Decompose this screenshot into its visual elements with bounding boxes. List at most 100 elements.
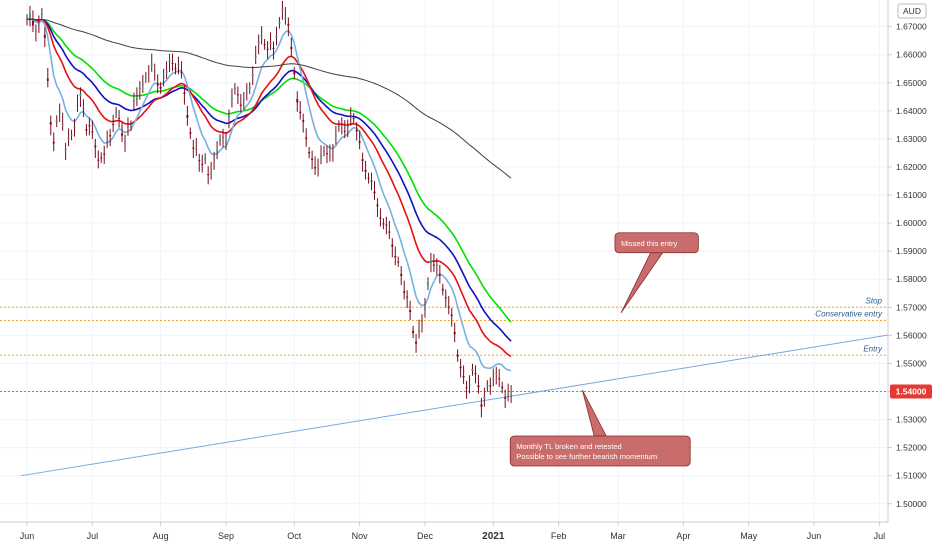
candle-body	[31, 21, 34, 26]
candle-body	[331, 150, 334, 152]
candle-body	[293, 72, 296, 75]
candle-body	[121, 133, 124, 136]
candle-body	[423, 307, 426, 310]
candle-body	[340, 125, 343, 127]
candle-body	[224, 142, 227, 144]
candle-body	[144, 77, 147, 79]
candle-body	[376, 204, 379, 207]
candle-body	[76, 105, 79, 107]
price-axis[interactable]: 1.50000 1.51000 1.52000 1.53000 1.54000 1.550…	[887, 0, 932, 550]
candle-body	[456, 354, 459, 357]
candle-body	[441, 288, 444, 291]
candle-body	[450, 314, 453, 317]
ma-line	[26, 18, 512, 323]
candle-body	[204, 158, 207, 160]
time-tick-label: Sep	[218, 531, 234, 541]
candle-body	[364, 170, 367, 172]
annotation-box	[509, 435, 691, 467]
time-tick-label: Apr	[676, 531, 690, 541]
price-tick-label: 1.62000	[896, 162, 927, 172]
candle-body	[492, 379, 495, 381]
candle-body	[219, 139, 222, 141]
candle-body	[49, 122, 52, 125]
ma-line	[26, 18, 512, 358]
candle-body	[385, 224, 388, 226]
candle-body	[337, 125, 340, 127]
price-tick-label: 1.61000	[896, 190, 927, 200]
candle-body	[468, 384, 471, 386]
candle-body	[64, 149, 67, 151]
candle-body	[162, 76, 165, 78]
candle-body	[43, 34, 46, 38]
candle-body	[236, 94, 239, 96]
candle-body	[278, 22, 281, 24]
current-price-label: 1.54000	[896, 387, 927, 397]
candle-body	[290, 46, 293, 50]
candle-body	[486, 385, 489, 387]
annotation-box	[614, 232, 699, 254]
candle-body	[171, 62, 174, 64]
candle-body	[213, 158, 216, 160]
candle-body	[426, 282, 429, 286]
candle-body	[388, 231, 391, 233]
time-tick-label: May	[740, 531, 758, 541]
price-axis-bg	[888, 0, 932, 550]
candle-body	[421, 320, 424, 322]
candles	[26, 0, 513, 418]
candle-body	[195, 148, 198, 150]
candle-body	[180, 71, 183, 73]
candle-body	[138, 87, 141, 89]
time-tick-label: Jul	[874, 531, 886, 541]
candle-body	[79, 93, 82, 97]
candle-body	[135, 97, 138, 100]
price-tick-label: 1.53000	[896, 415, 927, 425]
candle-body	[474, 372, 477, 375]
candle-body	[397, 261, 400, 263]
price-tick-label: 1.65000	[896, 78, 927, 88]
candle-body	[260, 35, 263, 37]
candle-body	[245, 92, 248, 94]
annotation-text: Missed this entry	[621, 239, 678, 248]
candle-body	[100, 157, 103, 159]
candle-body	[343, 130, 346, 132]
candle-body	[325, 153, 328, 155]
candle-body	[412, 330, 415, 334]
candle-body	[46, 78, 49, 81]
candle-body	[106, 141, 109, 143]
candle-body	[73, 126, 76, 128]
candle-body	[349, 116, 352, 118]
candle-body	[34, 30, 37, 32]
time-axis[interactable]: Jun Jul Aug Sep Oct Nov Dec 2021 Feb Mar Apr May Jun…	[0, 521, 932, 550]
candle-body	[302, 120, 305, 122]
candle-body	[156, 83, 159, 86]
candle-body	[26, 19, 28, 21]
candle-body	[361, 159, 364, 162]
candle-body	[462, 376, 465, 378]
candle-body	[91, 131, 94, 133]
price-tick-label: 1.56000	[896, 330, 927, 340]
candle-body	[132, 100, 135, 102]
candle-body	[311, 158, 314, 160]
candle-body	[168, 60, 171, 62]
candle-body	[314, 166, 317, 169]
candle-body	[266, 48, 269, 50]
price-tick-label: 1.63000	[896, 134, 927, 144]
candle-body	[207, 174, 210, 176]
candle-body	[317, 165, 320, 167]
candle-body	[320, 154, 323, 157]
annotations: Missed this entry Monthly TL broken and r…	[509, 232, 699, 467]
candle-body	[334, 135, 337, 137]
ma-line	[26, 18, 512, 342]
candle-body	[186, 115, 189, 118]
annotation-arrow	[582, 389, 607, 437]
candle-body	[183, 92, 186, 95]
candle-body	[438, 274, 441, 276]
candle-body	[55, 120, 58, 123]
candle-body	[198, 160, 201, 162]
candle-body	[308, 152, 311, 154]
candle-body	[379, 217, 382, 219]
annotation-text: Possible to see further bearish momentum	[516, 452, 657, 461]
candle-body	[394, 255, 397, 258]
ma-line	[26, 17, 512, 372]
